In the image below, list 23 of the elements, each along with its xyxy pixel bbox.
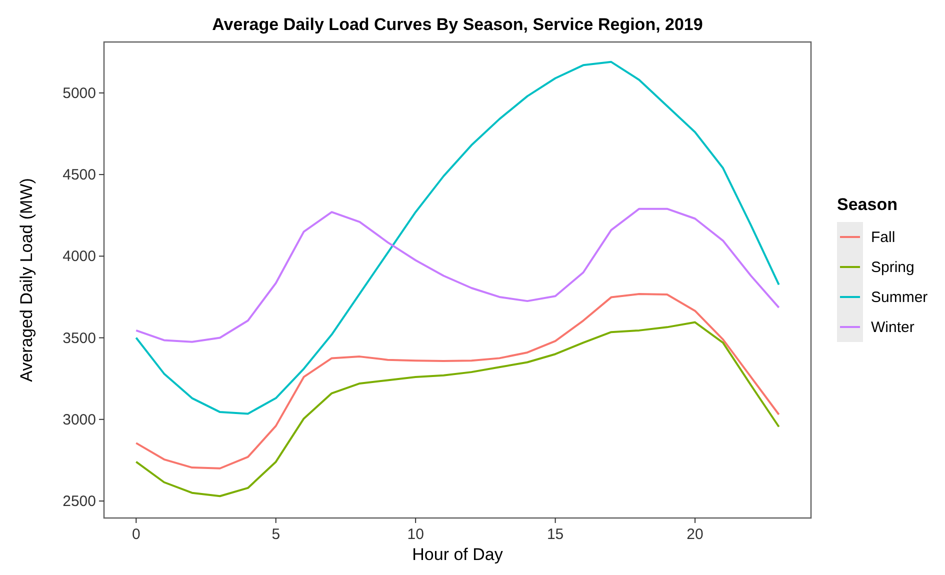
x-tick-label: 20 [686, 526, 704, 543]
line-series [135, 293, 780, 470]
x-axis-title: Hour of Day [412, 545, 504, 564]
y-tick-label: 2500 [62, 493, 96, 510]
y-tick-label: 3000 [62, 411, 96, 428]
legend-label: Winter [871, 319, 914, 336]
line-series [135, 321, 780, 498]
x-tick-label: 5 [272, 526, 280, 543]
y-tick-label: 5000 [62, 84, 96, 102]
y-axis-title: Averaged Daily Load (MW) [17, 178, 36, 382]
y-tick-label: 4500 [62, 166, 96, 184]
line-series [135, 208, 780, 343]
y-tick-label: 4000 [62, 248, 96, 266]
y-tick-label: 3500 [62, 330, 96, 347]
line-series [135, 60, 780, 415]
legend-label: Summer [871, 289, 928, 306]
x-tick-label: 0 [132, 526, 140, 543]
legend-label: Spring [871, 259, 914, 276]
chart-title: Average Daily Load Curves By Season, Service Region, 2019 [212, 15, 703, 34]
legend-title: Season [837, 195, 898, 214]
legend-label: Fall [871, 229, 896, 246]
x-tick-label: 15 [546, 526, 564, 543]
x-tick-label: 10 [407, 526, 424, 543]
